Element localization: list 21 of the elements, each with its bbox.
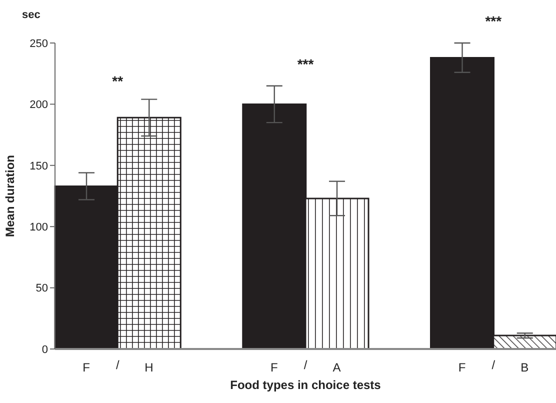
text: / [302, 358, 308, 372]
y-tick-label: 200 [30, 99, 48, 112]
x-tick-label: H [144, 360, 154, 375]
y-tick-label: 50 [36, 282, 48, 295]
x-tick-label: F [82, 360, 90, 375]
text: / [114, 358, 120, 372]
x-tick-label: F [458, 360, 466, 375]
x-tick-label: F [270, 360, 278, 375]
y-tick-label: 0 [42, 344, 48, 356]
y-tick-label: 250 [30, 38, 48, 50]
x-tick-label: A [332, 360, 341, 375]
annotation: *** [296, 56, 315, 72]
x-axis-title: Food types in choice tests [229, 378, 382, 392]
x-tick-label: B [520, 360, 529, 375]
annotation: ** [111, 73, 124, 90]
text: *** [484, 13, 503, 29]
y-tick-label: 100 [30, 222, 48, 234]
text: / [490, 358, 496, 372]
y-axis-title: Mean duration [3, 154, 18, 238]
text: sec [22, 9, 40, 21]
y-tick-label: 150 [30, 160, 48, 172]
